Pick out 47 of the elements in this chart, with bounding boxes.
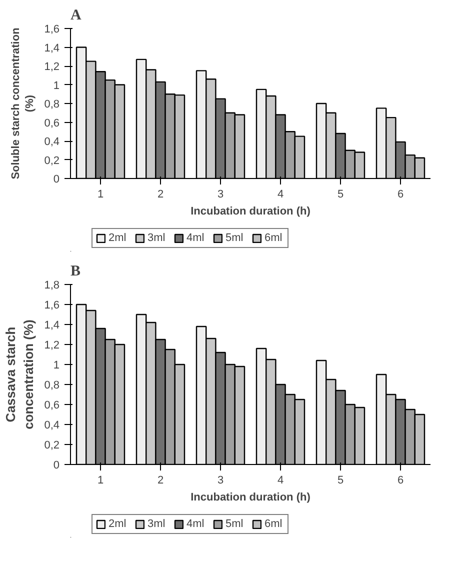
y-tick-label: 1,4: [44, 320, 60, 332]
chart-title: A: [70, 8, 82, 24]
legend-label: 5ml: [225, 232, 244, 244]
y-tick-label: 1,4: [44, 42, 60, 54]
y-tick-label: 0: [53, 174, 60, 186]
y-tick-label: 0,2: [44, 440, 60, 452]
legend-label: 2ml: [108, 232, 128, 244]
y-tick-label: 1,6: [44, 300, 60, 312]
legend-label: 3ml: [147, 232, 166, 244]
x-tick-label: 6: [397, 188, 404, 200]
x-tick-label: 3: [217, 188, 224, 200]
legend-label: 4ml: [186, 232, 206, 244]
x-tick-label: 4: [277, 188, 284, 200]
y-tick-label: 1,2: [44, 61, 60, 73]
y-axis-title: Cassava starch concentration (%): [3, 320, 36, 430]
y-tick-label: 0,6: [44, 400, 60, 412]
x-tick-label: 6: [397, 474, 404, 486]
y-tick-label: 0: [53, 460, 60, 472]
x-axis-title: Incubation duration (h): [190, 206, 311, 218]
y-tick-label: 0,6: [44, 117, 60, 130]
x-tick-label: 3: [217, 474, 224, 486]
x-tick-label: 5: [337, 474, 344, 486]
y-axis-title: Soluble starch concentration (%): [10, 27, 36, 180]
chart-title: B: [70, 264, 81, 280]
x-tick-label: 1: [97, 188, 104, 200]
y-tick-label: 0,2: [44, 154, 60, 167]
legend-label: 6ml: [264, 232, 284, 244]
y-tick-label: 0,4: [44, 420, 60, 432]
legend-label: 5ml: [225, 518, 244, 530]
legend-label: 2ml: [108, 518, 128, 530]
y-tick-label: 0,8: [44, 98, 60, 110]
y-tick-label: 0,8: [44, 380, 60, 392]
y-tick-label: 1,8: [44, 280, 60, 292]
y-tick-label: 1: [53, 360, 60, 372]
y-tick-label: 0,4: [44, 136, 60, 148]
y-tick-label: 1,2: [44, 340, 60, 352]
legend-label: 3ml: [147, 518, 166, 530]
legend-label: 6ml: [264, 518, 284, 530]
x-tick-label: 2: [157, 474, 164, 486]
x-tick-label: 4: [277, 474, 284, 486]
x-tick-label: 1: [97, 474, 104, 486]
y-tick-label: 1,6: [44, 24, 60, 36]
y-tick-label: 1: [53, 80, 60, 92]
x-tick-label: 2: [157, 188, 164, 200]
x-axis-title: Incubation duration (h): [190, 492, 311, 504]
x-tick-label: 5: [337, 188, 344, 200]
legend-label: 4ml: [186, 518, 206, 530]
